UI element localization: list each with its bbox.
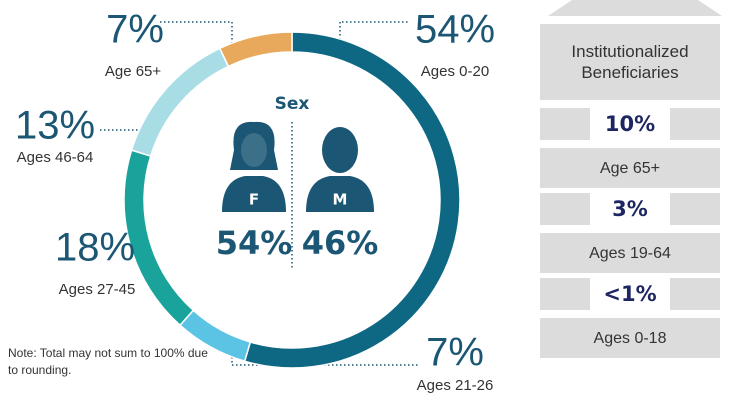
female-icon [222,121,286,212]
note-box: Note: Total may not sum to 100% due to r… [8,346,208,377]
panel-title-fo: Institutionalized Beneficiaries [571,42,689,82]
male-value: 46% [302,224,379,262]
value-label: 18% [55,226,135,270]
female-label: F [249,191,259,209]
panel-box [540,233,720,273]
value-label: 7% [106,8,164,52]
panel-value: 3% [612,197,648,221]
panel: Institutionalized Beneficiaries 10% Age 6… [540,0,722,358]
panel-label: Ages 19-64 [589,245,671,262]
panel-items: 10% Age 65+ 3% Ages 19-64 <1% Ages 0-18 [540,108,720,358]
female-value: 54% [216,224,293,262]
value-label: 7% [426,331,484,375]
leaders [100,21,420,366]
panel-tab [540,278,590,310]
panel-tab [540,108,590,140]
panel-title: Institutionalized Beneficiaries [571,42,689,82]
donut-segment [218,31,293,68]
panel-label: Ages 0-18 [594,330,667,347]
category-label: Ages 0-20 [421,63,489,80]
face [241,133,267,167]
panel-value: 10% [605,112,655,136]
panel-tab [670,278,720,310]
male-icon [306,127,374,212]
panel-tab [670,193,720,225]
panel-title-box [540,24,720,100]
category-label: Ages 21-26 [417,377,494,394]
value-label: 13% [15,104,95,148]
note: Note: Total may not sum to 100% due to r… [8,346,208,377]
leader [231,345,420,366]
panel-value: <1% [603,282,656,306]
leader [160,21,233,44]
panel-box [540,148,720,188]
panel-label: Age 65+ [600,160,660,177]
category-label: Ages 46-64 [17,149,94,166]
value-label: 54% [415,8,495,52]
category-label: Age 65+ [105,63,162,80]
center-title: Sex [275,94,310,114]
category-label: Ages 27-45 [59,281,136,298]
male-label: M [333,191,348,209]
panel-box [540,318,720,358]
panel-top [548,0,722,16]
panel-tab [540,193,590,225]
donut [123,31,461,369]
panel-tab [670,108,720,140]
